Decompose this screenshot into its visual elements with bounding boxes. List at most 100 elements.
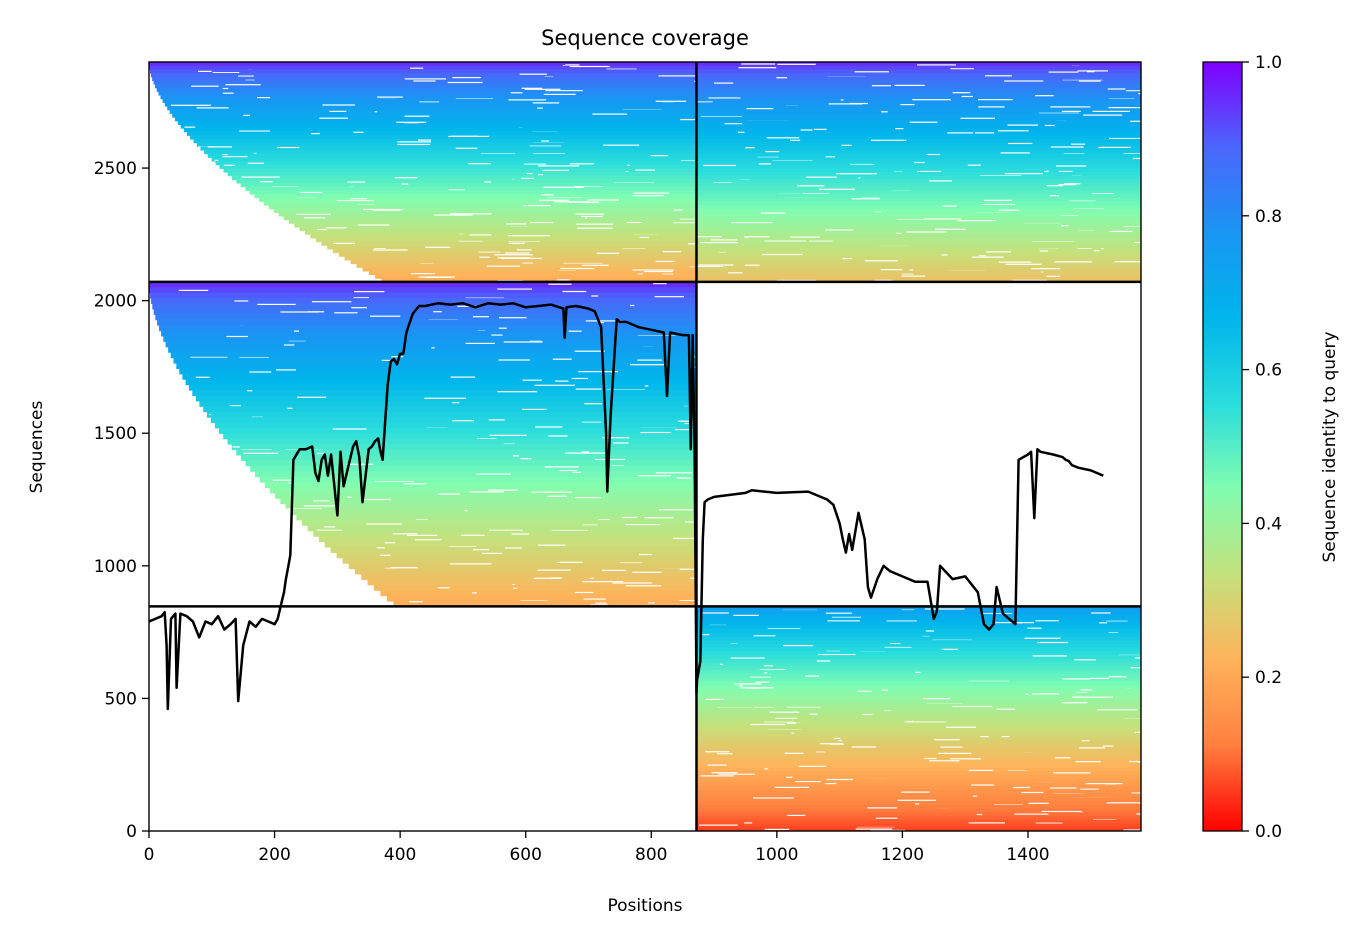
- gap-mark: [639, 236, 650, 239]
- gap-mark: [654, 296, 684, 298]
- gap-mark: [764, 240, 807, 242]
- gap-mark: [354, 291, 385, 293]
- coverage-strip: [327, 245, 697, 250]
- coverage-strip: [151, 73, 697, 78]
- gap-mark: [332, 428, 367, 430]
- coverage-strip: [696, 157, 1141, 162]
- gap-mark: [696, 265, 723, 268]
- coverage-strip: [696, 688, 1141, 694]
- coverage-strip: [150, 69, 697, 74]
- gap-mark: [311, 301, 352, 303]
- gap-mark: [542, 169, 569, 171]
- coverage-strip: [696, 677, 1141, 682]
- coverage-strip: [275, 492, 697, 499]
- coverage-strip: [696, 135, 1141, 140]
- gap-mark: [825, 156, 836, 158]
- coverage-strip: [240, 454, 697, 461]
- gap-mark: [381, 359, 394, 361]
- coverage-strip: [283, 215, 697, 221]
- gap-mark: [924, 757, 937, 760]
- coverage-strip: [160, 95, 697, 100]
- gap-mark: [750, 723, 786, 726]
- gap-mark: [415, 539, 442, 541]
- x-tick-label: 200: [258, 845, 290, 865]
- gap-mark: [1013, 786, 1031, 789]
- gap-mark: [410, 67, 424, 69]
- gap-mark: [639, 553, 652, 556]
- gap-mark: [529, 145, 562, 147]
- coverage-strip: [696, 696, 1141, 701]
- gap-mark: [917, 170, 942, 173]
- coverage-strip: [289, 219, 697, 224]
- gap-mark: [674, 209, 683, 211]
- gap-mark: [1032, 655, 1067, 657]
- gap-mark: [909, 121, 938, 123]
- coverage-strip: [696, 617, 1141, 622]
- gap-mark: [391, 356, 404, 358]
- gap-mark: [384, 567, 399, 569]
- coverage-strip: [299, 226, 697, 232]
- coverage-strip: [155, 314, 697, 321]
- gap-mark: [599, 321, 605, 324]
- colorbar-tick-label: 0.2: [1255, 668, 1282, 688]
- coverage-strip: [696, 76, 1141, 81]
- gap-mark: [734, 683, 762, 685]
- gap-mark: [239, 130, 271, 132]
- coverage-strip: [696, 193, 1141, 199]
- coverage-strip: [696, 628, 1141, 634]
- gap-mark: [304, 217, 326, 219]
- gap-mark: [775, 717, 798, 719]
- gap-mark: [554, 380, 569, 382]
- gap-mark: [1058, 170, 1073, 173]
- gap-mark: [538, 544, 566, 546]
- colorbar-label: Sequence identity to query: [1320, 331, 1340, 562]
- gap-mark: [733, 614, 759, 616]
- gap-mark: [1114, 261, 1141, 263]
- gap-mark: [532, 102, 560, 104]
- gap-mark: [276, 369, 296, 371]
- gap-mark: [625, 524, 660, 526]
- coverage-strip: [153, 308, 697, 315]
- coverage-strip: [696, 733, 1141, 738]
- coverage-strip: [294, 223, 697, 228]
- gap-mark: [662, 251, 681, 253]
- coverage-line: [149, 302, 1104, 711]
- coverage-strip: [696, 168, 1141, 173]
- gap-mark: [582, 524, 598, 526]
- gap-mark: [469, 491, 504, 493]
- gap-mark: [577, 227, 613, 229]
- gap-mark: [243, 452, 279, 454]
- gap-mark: [630, 364, 669, 366]
- gap-mark: [790, 236, 820, 238]
- gap-mark: [455, 147, 478, 149]
- coverage-strip: [173, 357, 697, 364]
- coverage-strip: [696, 658, 1141, 664]
- gap-mark: [590, 604, 609, 606]
- gap-mark: [1077, 248, 1092, 250]
- gap-mark: [234, 300, 249, 302]
- coverage-strip: [305, 230, 697, 235]
- gap-mark: [941, 254, 948, 256]
- coverage-strip: [696, 241, 1141, 246]
- gap-mark: [543, 93, 576, 95]
- gap-mark: [907, 720, 914, 723]
- coverage-strip: [696, 91, 1141, 96]
- gap-mark: [997, 130, 1029, 132]
- gap-mark: [1050, 787, 1077, 789]
- gap-mark: [881, 689, 889, 691]
- gap-mark: [925, 630, 935, 632]
- gap-mark: [565, 452, 606, 454]
- coverage-strip: [240, 182, 697, 188]
- gap-mark: [985, 251, 1011, 253]
- gap-mark: [1014, 813, 1049, 815]
- coverage-block: [696, 606, 1141, 831]
- gap-mark: [319, 117, 348, 119]
- coverage-strip: [696, 737, 1141, 742]
- gap-mark: [849, 102, 868, 105]
- gap-mark: [950, 758, 982, 760]
- gap-mark: [854, 71, 889, 73]
- gap-mark: [479, 256, 490, 258]
- coverage-strip: [269, 487, 697, 494]
- coverage-strip: [696, 212, 1141, 217]
- coverage-strip: [696, 662, 1141, 667]
